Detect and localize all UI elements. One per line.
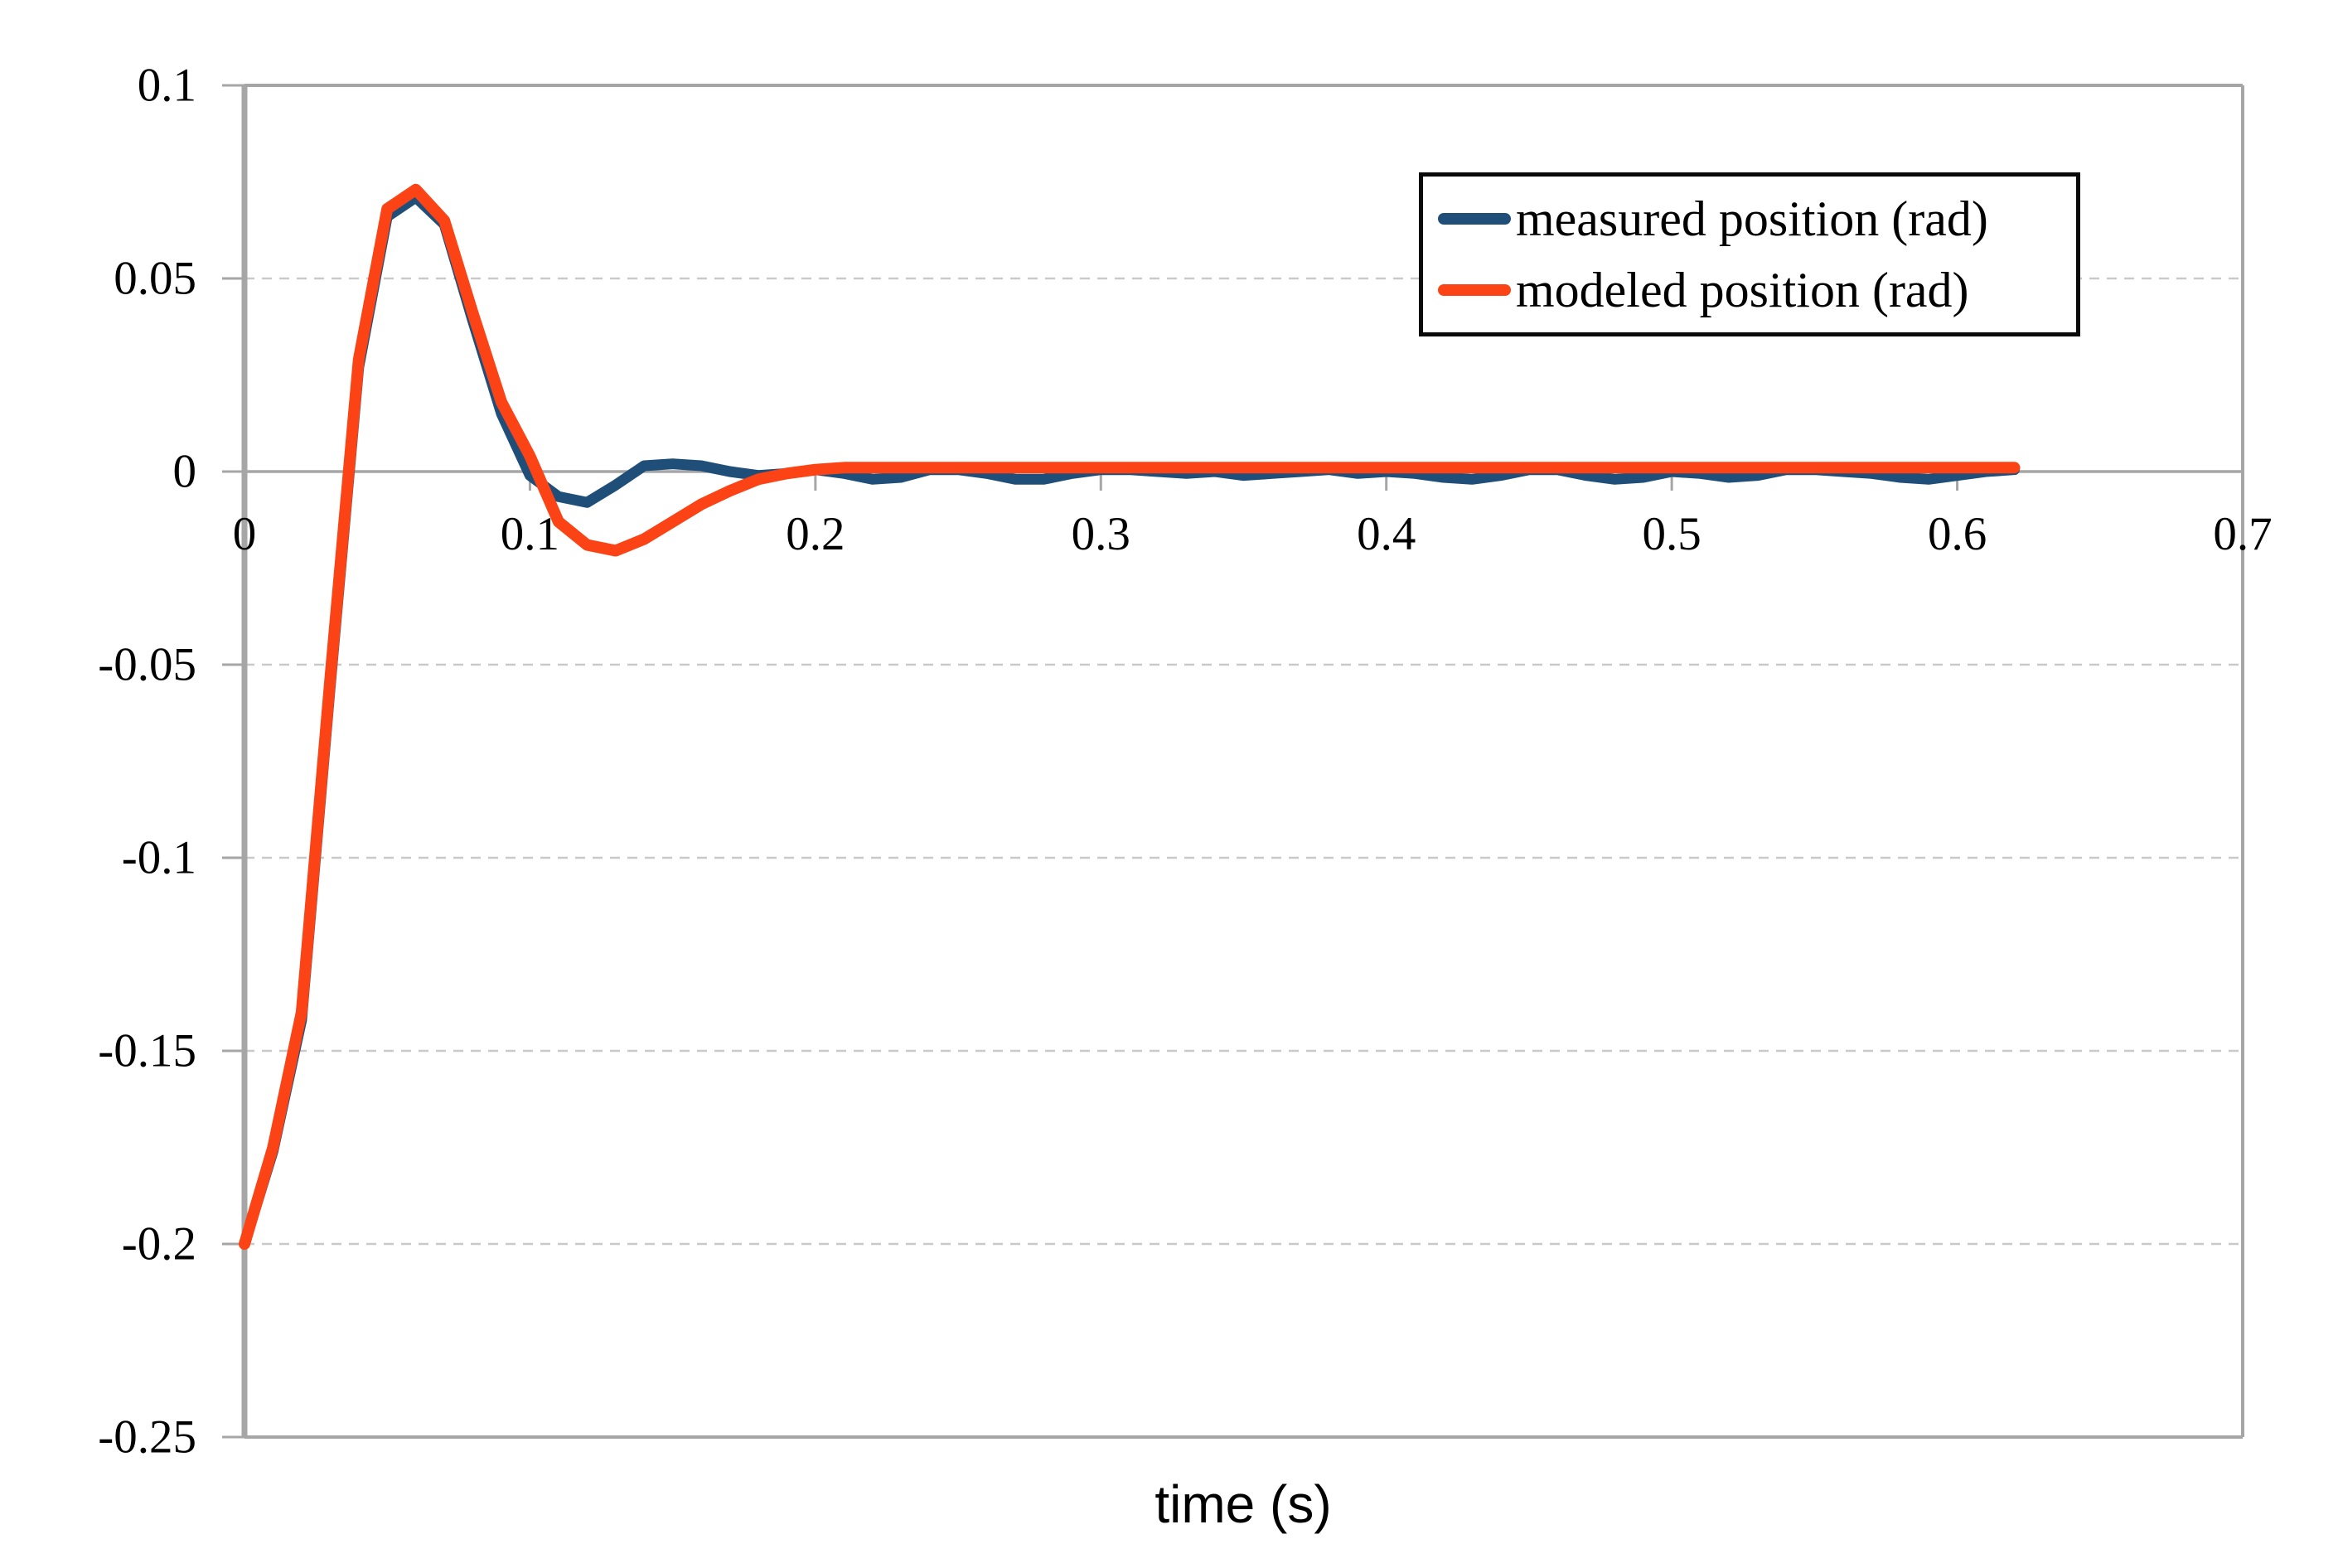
y-tick-label: -0.25 <box>98 1411 196 1464</box>
series-line-measured <box>239 191 2020 1250</box>
x-axis-title: time (s) <box>1154 1474 1332 1534</box>
x-tick-label: 0.2 <box>786 508 845 560</box>
x-tick-label: 0.3 <box>1071 508 1130 560</box>
y-tick-label: 0.05 <box>114 252 196 305</box>
y-tick-label: -0.2 <box>121 1217 196 1270</box>
series-line-modeled <box>239 183 2021 1250</box>
x-tick-label: 0.7 <box>2213 508 2273 560</box>
legend-line-swatch-measured <box>1438 213 1511 225</box>
legend-label-modeled: modeled position (rad) <box>1516 263 1969 317</box>
y-tick-label: -0.05 <box>98 638 196 691</box>
x-tick-label: 0.4 <box>1357 508 1416 560</box>
x-tick-label: 0.6 <box>1927 508 1987 560</box>
x-tick-label: 0.5 <box>1642 508 1701 560</box>
y-tick-label: 0 <box>172 445 197 498</box>
legend-line-swatch-modeled <box>1438 284 1511 296</box>
y-tick-label: -0.15 <box>98 1024 196 1077</box>
x-tick-label: 0.1 <box>500 508 560 560</box>
legend-item-measured: measured position (rad) <box>1438 194 2068 244</box>
legend: measured position (rad) modeled position… <box>1419 172 2080 336</box>
legend-item-modeled: modeled position (rad) <box>1438 265 2068 315</box>
legend-label-measured: measured position (rad) <box>1516 191 1988 246</box>
y-tick-label: 0.1 <box>137 59 196 112</box>
y-tick-label: -0.1 <box>121 831 196 884</box>
x-tick-label: 0 <box>232 508 257 560</box>
